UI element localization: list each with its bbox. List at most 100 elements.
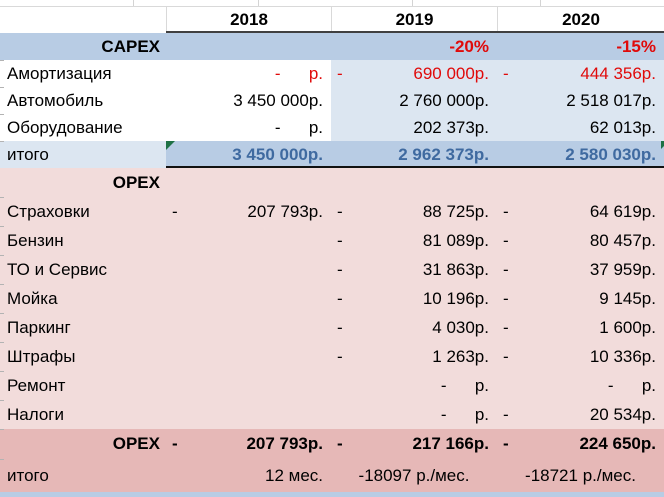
minus-sign: - bbox=[337, 434, 343, 453]
cell-2019[interactable]: 2 760 000р. bbox=[331, 87, 497, 114]
row-label: Амортизация bbox=[7, 63, 112, 83]
cell-value: 10 336р. bbox=[589, 346, 656, 366]
cell-value: 80 457р. bbox=[589, 230, 656, 250]
cell-value: 3 450 000р. bbox=[232, 144, 323, 164]
cell-2019[interactable]: - р. bbox=[331, 400, 497, 429]
cell-2020[interactable]: - 20 534р. bbox=[497, 400, 664, 429]
cell-2018[interactable] bbox=[166, 371, 331, 400]
opex-title-cell[interactable]: OPEX bbox=[0, 168, 166, 197]
partial-row-bottom bbox=[0, 492, 664, 497]
row-car: Автомобиль 3 450 000р. 2 760 000р. 2 518… bbox=[0, 87, 664, 114]
cell-2020[interactable]: - 1 600р. bbox=[497, 313, 664, 342]
cell-value: - р. bbox=[274, 117, 323, 137]
cell-2019[interactable]: - 88 725р. bbox=[331, 197, 497, 226]
row-label-cell[interactable]: Автомобиль bbox=[0, 87, 166, 114]
cell-2018[interactable]: - 207 793р. bbox=[166, 197, 331, 226]
cell-2020[interactable] bbox=[497, 168, 664, 197]
column-gridline bbox=[540, 0, 541, 6]
capex-header-row: CAPEX -20% -15% bbox=[0, 33, 664, 60]
minus-sign: - bbox=[503, 201, 509, 221]
row-label-cell[interactable]: Ремонт bbox=[0, 371, 166, 400]
cell-value: -18721 р./мес. bbox=[525, 465, 636, 485]
row-label-cell[interactable]: OPEX bbox=[0, 429, 166, 459]
cell-2018[interactable]: - 207 793р. bbox=[166, 429, 331, 459]
capex-2018-cell[interactable] bbox=[166, 33, 331, 60]
cell-value: 4 030р. bbox=[432, 317, 489, 337]
cell-2019[interactable] bbox=[331, 168, 497, 197]
cell-2018[interactable]: 3 450 000р. bbox=[166, 87, 331, 114]
cell-2019[interactable]: - 690 000р. bbox=[331, 60, 497, 87]
cell-2019[interactable]: - 1 263р. bbox=[331, 342, 497, 371]
year-header-row: 2018 2019 2020 bbox=[0, 7, 664, 33]
minus-sign: - bbox=[503, 317, 509, 337]
cell-value: - р. bbox=[440, 404, 489, 424]
column-gridline bbox=[412, 0, 413, 6]
row-label-cell[interactable]: Амортизация bbox=[0, 60, 166, 87]
cell-2020[interactable]: - 64 619р. bbox=[497, 197, 664, 226]
cell-2020[interactable]: - 10 336р. bbox=[497, 342, 664, 371]
cell-2018[interactable] bbox=[166, 342, 331, 371]
row-label-cell[interactable]: итого bbox=[0, 459, 166, 492]
row-label-cell[interactable]: Штрафы bbox=[0, 342, 166, 371]
cell-2018[interactable]: - р. bbox=[166, 60, 331, 87]
year-label: 2018 bbox=[230, 10, 268, 29]
row-gridline-tick bbox=[0, 141, 4, 142]
cell-2019[interactable]: 2 962 373р. bbox=[331, 141, 497, 168]
year-header-2020[interactable]: 2020 bbox=[497, 7, 664, 33]
row-label-cell[interactable]: Паркинг bbox=[0, 313, 166, 342]
row-label-cell[interactable]: Мойка bbox=[0, 284, 166, 313]
row-label: Мойка bbox=[7, 288, 58, 308]
row-label-cell[interactable]: итого bbox=[0, 141, 166, 168]
cell-2020[interactable]: 2 580 030р. bbox=[497, 141, 664, 168]
cell-2018[interactable] bbox=[166, 168, 331, 197]
cell-2018[interactable] bbox=[166, 313, 331, 342]
cell-2019[interactable]: -18097 р./мес. bbox=[331, 459, 497, 492]
row-label-cell[interactable]: Налоги bbox=[0, 400, 166, 429]
cell-2020[interactable]: - 9 145р. bbox=[497, 284, 664, 313]
cell-2018[interactable] bbox=[166, 400, 331, 429]
cell-value: 81 089р. bbox=[422, 230, 489, 250]
cell-2019[interactable]: - 4 030р. bbox=[331, 313, 497, 342]
row-label-cell[interactable]: Оборудование bbox=[0, 114, 166, 141]
cell-2020[interactable]: - 80 457р. bbox=[497, 226, 664, 255]
cell-value: - р. bbox=[274, 63, 323, 83]
cell-2019[interactable]: - 81 089р. bbox=[331, 226, 497, 255]
cell-value: 2 580 030р. bbox=[565, 144, 656, 164]
row-label-cell[interactable]: Бензин bbox=[0, 226, 166, 255]
row-label-cell[interactable]: Страховки bbox=[0, 197, 166, 226]
row-gridline-tick bbox=[0, 459, 4, 460]
cell-2019[interactable]: - 31 863р. bbox=[331, 255, 497, 284]
cell-2020[interactable]: - р. bbox=[497, 371, 664, 400]
cell-2019[interactable]: - 10 196р. bbox=[331, 284, 497, 313]
row-carwash: Мойка -10 196р. -9 145р. bbox=[0, 284, 664, 313]
cell-2020[interactable]: - 224 650р. bbox=[497, 429, 664, 459]
capex-pct-2019-cell[interactable]: -20% bbox=[331, 33, 497, 60]
cell-2018[interactable]: 3 450 000р. bbox=[166, 141, 331, 168]
row-label-cell[interactable]: ТО и Сервис bbox=[0, 255, 166, 284]
year-header-2018[interactable]: 2018 bbox=[166, 7, 331, 33]
cell-value: 2 518 017р. bbox=[566, 90, 656, 110]
capex-title-cell[interactable]: CAPEX bbox=[0, 33, 166, 60]
cell-value: 10 196р. bbox=[422, 288, 489, 308]
capex-pct-2020-cell[interactable]: -15% bbox=[497, 33, 664, 60]
year-header-2019[interactable]: 2019 bbox=[331, 7, 497, 33]
minus-sign: - bbox=[172, 201, 178, 221]
cell-2018[interactable] bbox=[166, 284, 331, 313]
cell-2018[interactable]: - р. bbox=[166, 114, 331, 141]
cell-2020[interactable]: -18721 р./мес. bbox=[497, 459, 664, 492]
header-empty-cell[interactable] bbox=[0, 7, 166, 33]
cell-2019[interactable]: 202 373р. bbox=[331, 114, 497, 141]
minus-sign: - bbox=[503, 230, 509, 250]
cell-2020[interactable]: - 37 959р. bbox=[497, 255, 664, 284]
row-label: Паркинг bbox=[7, 317, 71, 337]
cell-2019[interactable]: - 217 166р. bbox=[331, 429, 497, 459]
pct-value: -20% bbox=[449, 36, 489, 56]
cell-2019[interactable]: - р. bbox=[331, 371, 497, 400]
cell-2018[interactable] bbox=[166, 226, 331, 255]
capex-total-bottom-border bbox=[166, 166, 664, 168]
cell-2020[interactable]: - 444 356р. bbox=[497, 60, 664, 87]
cell-2020[interactable]: 2 518 017р. bbox=[497, 87, 664, 114]
cell-2020[interactable]: 62 013р. bbox=[497, 114, 664, 141]
cell-2018[interactable] bbox=[166, 255, 331, 284]
cell-2018[interactable]: 12 мес. bbox=[166, 459, 331, 492]
